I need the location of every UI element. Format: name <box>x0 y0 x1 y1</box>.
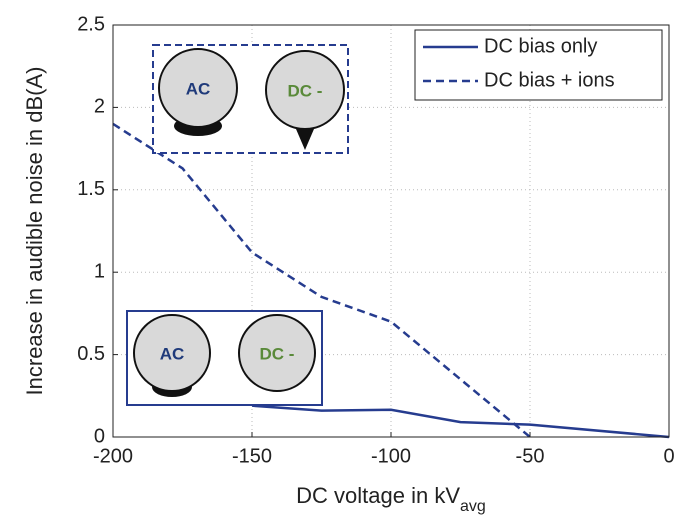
x-tick-label: -150 <box>232 445 272 467</box>
inset-label: DC - <box>288 81 323 100</box>
x-axis-label: DC voltage in kVavg <box>296 483 486 515</box>
x-tick-label: -50 <box>516 445 545 467</box>
dc-conductor <box>265 50 345 130</box>
y-tick-label: 1 <box>94 260 105 282</box>
dc-conductor <box>238 314 316 392</box>
ac-conductor <box>133 314 211 392</box>
series-line <box>112 122 531 438</box>
y-tick-label: 2.5 <box>77 13 105 35</box>
legend-label: DC bias + ions <box>484 69 615 91</box>
y-tick-label: 1.5 <box>77 178 105 200</box>
lines <box>112 122 670 439</box>
x-tick-label: -100 <box>371 445 411 467</box>
inset-bias: AC DC - <box>126 310 323 406</box>
ac-conductor <box>158 48 238 128</box>
y-tick-label: 0.5 <box>77 343 105 365</box>
x-tick-label: 0 <box>663 445 674 467</box>
y-axis-label: Increase in audible noise in dB(A) <box>22 67 47 396</box>
y-tick-label: 0 <box>94 425 105 447</box>
x-axis-label-sub: avg <box>460 498 486 515</box>
legend-box <box>414 29 663 101</box>
series-line <box>251 404 670 439</box>
inset-ions: AC DC - <box>152 44 349 154</box>
legend-label: DC bias only <box>484 35 597 57</box>
legend: DC bias only DC bias + ions <box>414 29 663 101</box>
inset-label: AC <box>186 79 211 98</box>
inset-label: DC - <box>260 344 295 363</box>
x-axis-label-main: DC voltage in kV <box>296 483 460 508</box>
inset-label: AC <box>160 344 185 363</box>
y-tick-label: 2 <box>94 96 105 118</box>
x-tick-label: -200 <box>93 445 133 467</box>
